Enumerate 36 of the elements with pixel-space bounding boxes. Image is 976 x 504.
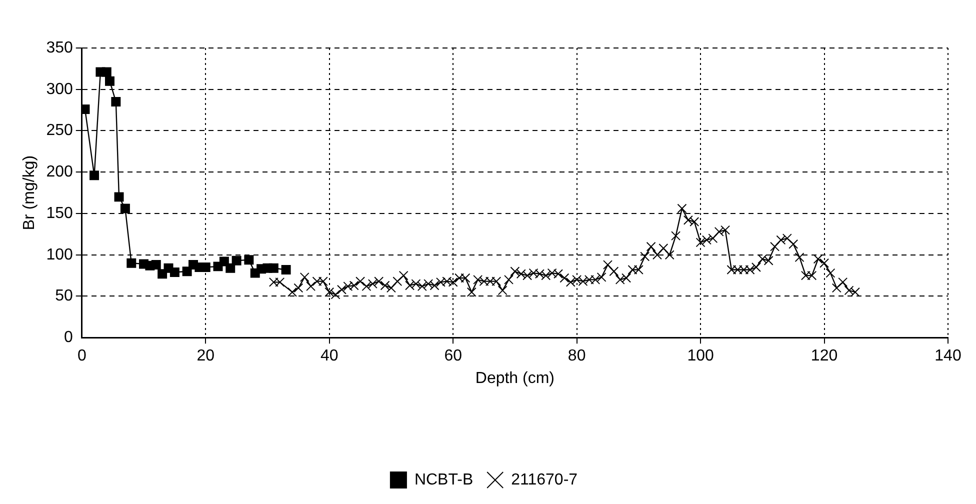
x-tick-label: 100 bbox=[687, 348, 714, 365]
point bbox=[226, 263, 236, 273]
y-tick-label: 300 bbox=[46, 80, 73, 98]
x-axis-title: Depth (cm) bbox=[475, 370, 555, 387]
point bbox=[219, 256, 229, 266]
y-tick-label: 0 bbox=[64, 329, 73, 346]
point bbox=[126, 258, 136, 268]
x-tick-label: 0 bbox=[77, 348, 86, 365]
point bbox=[90, 170, 100, 180]
point bbox=[170, 267, 180, 277]
point bbox=[120, 204, 130, 214]
point bbox=[244, 255, 254, 265]
y-tick-label: 100 bbox=[46, 246, 73, 264]
point bbox=[268, 263, 278, 273]
x-tick-label: 140 bbox=[934, 348, 962, 365]
x-tick-label: 40 bbox=[320, 348, 338, 365]
point bbox=[281, 265, 291, 274]
legend-label: 211670-7 bbox=[511, 471, 578, 488]
x-tick-label: 20 bbox=[196, 348, 215, 365]
y-tick-label: 250 bbox=[46, 122, 73, 140]
y-tick-label: 350 bbox=[46, 39, 73, 56]
x-tick-label: 120 bbox=[810, 348, 838, 365]
point bbox=[114, 192, 124, 202]
y-tick-label: 200 bbox=[46, 164, 73, 181]
x-tick-label: 80 bbox=[568, 348, 586, 365]
point bbox=[102, 67, 112, 77]
point bbox=[82, 104, 90, 114]
point bbox=[104, 76, 114, 86]
legend-label: NCBT-B bbox=[414, 471, 474, 488]
point bbox=[232, 256, 242, 266]
point bbox=[111, 97, 121, 107]
y-tick-label: 150 bbox=[46, 204, 73, 222]
y-axis-title: Br (mg/kg) bbox=[21, 155, 38, 230]
x-tick-label: 60 bbox=[444, 348, 462, 365]
point bbox=[151, 260, 161, 270]
y-tick-label: 50 bbox=[55, 288, 73, 305]
